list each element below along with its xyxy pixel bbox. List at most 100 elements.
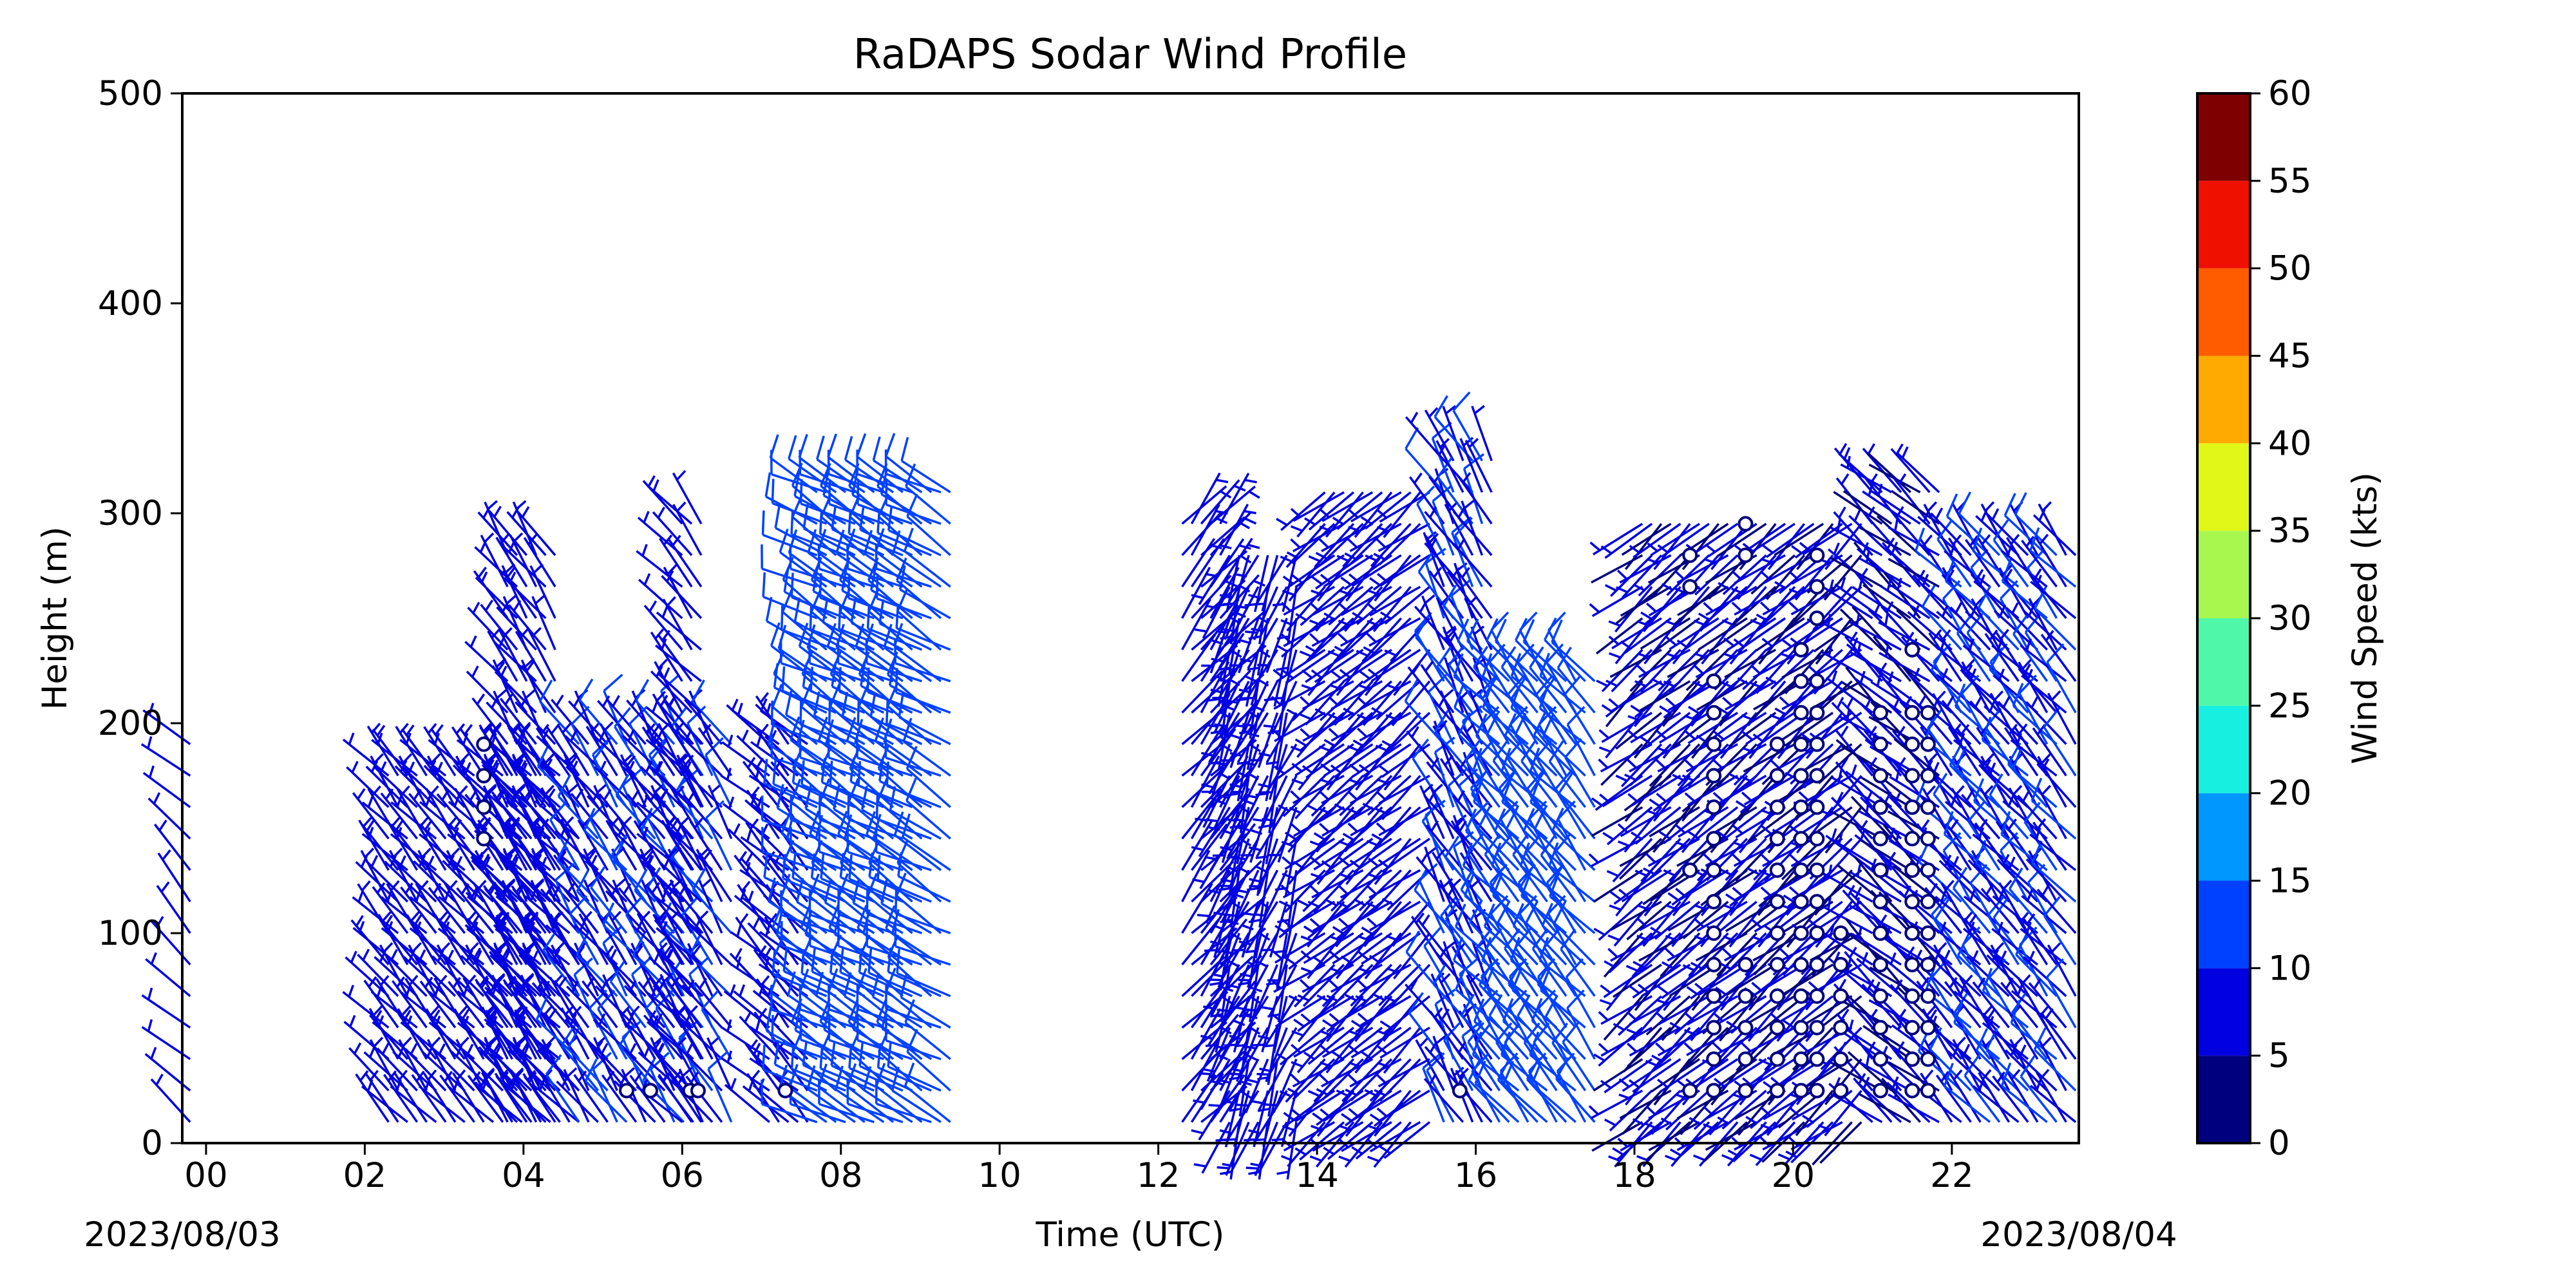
wind-barb (1830, 519, 1883, 556)
wind-barb (1766, 554, 1806, 600)
wind-barb (1704, 523, 1748, 571)
wind-barb (818, 827, 875, 871)
wind-barb (1562, 1022, 1596, 1092)
calm-marker (619, 1083, 635, 1099)
wind-barb (1750, 680, 1796, 721)
wind-barb (1537, 989, 1567, 1060)
calm-marker (1833, 1051, 1849, 1067)
wind-barb (1251, 586, 1288, 639)
x-tick-label: 06 (661, 1156, 704, 1195)
wind-barb (1264, 1058, 1298, 1113)
wind-barb (1964, 535, 2001, 588)
wind-barbs (140, 391, 2077, 1180)
wind-barb (2020, 1055, 2058, 1123)
wind-barb (1943, 1063, 1991, 1123)
wind-barb (648, 737, 676, 808)
wind-barb (1649, 806, 1700, 838)
wind-barb (1549, 873, 1596, 934)
wind-barb (372, 882, 409, 934)
wind-barb (1717, 522, 1767, 557)
wind-barb (1240, 933, 1279, 984)
wind-barb (1723, 617, 1777, 651)
wind-barb (782, 947, 837, 998)
wind-barb (1338, 617, 1392, 647)
wind-barb (1695, 932, 1748, 961)
calm-marker (1452, 1083, 1468, 1099)
wind-barb (828, 1015, 884, 1061)
wind-barb (1311, 649, 1364, 683)
wind-barb (1276, 491, 1326, 531)
wind-barb (1853, 1073, 1893, 1123)
wind-barb (647, 479, 693, 525)
wind-barb (1941, 695, 1982, 745)
wind-barb (1627, 1027, 1672, 1068)
wind-barb (898, 565, 951, 620)
wind-barb (1984, 762, 2029, 808)
wind-barb (828, 479, 884, 525)
calm-marker (690, 1083, 706, 1099)
wind-barb (2022, 604, 2067, 651)
wind-barb (1694, 900, 1748, 932)
wind-barb (457, 1016, 504, 1060)
wind-barb (887, 506, 942, 556)
wind-barb (357, 949, 399, 998)
wind-barb (1423, 1073, 1464, 1123)
wind-barb (1290, 491, 1336, 538)
wind-barb (1221, 1058, 1260, 1111)
wind-barb (1480, 989, 1510, 1060)
calm-marker (1872, 925, 1888, 941)
wind-barb (1588, 837, 1643, 867)
wind-barb (1891, 1041, 1931, 1092)
wind-barb (846, 827, 904, 871)
x-tick-label: 14 (1295, 1156, 1338, 1195)
wind-barb (1358, 932, 1403, 980)
wind-barb (1236, 1058, 1269, 1113)
calm-marker (777, 1083, 793, 1099)
wind-barb (827, 450, 884, 494)
wind-barb (2040, 1008, 2077, 1060)
wind-barb (563, 1067, 590, 1123)
wind-barb (655, 890, 702, 934)
wind-barb (1291, 1090, 1345, 1122)
wind-barb (2017, 790, 2058, 840)
colorbar-tick-label: 0 (2268, 1124, 2290, 1163)
wind-barb (2000, 978, 2039, 1028)
wind-barb (1348, 554, 1402, 587)
wind-barb (1891, 506, 1931, 556)
wind-barb (527, 627, 556, 682)
wind-barb (513, 981, 556, 1028)
wind-barb (521, 689, 547, 745)
wind-barb (638, 1045, 683, 1092)
wind-barb (1416, 914, 1455, 965)
wind-barb (1879, 644, 1931, 683)
wind-barb (1209, 964, 1231, 1023)
wind-barb (656, 605, 703, 651)
wind-barb (408, 788, 447, 840)
wind-barb (506, 722, 538, 777)
calm-marker (1769, 736, 1785, 752)
wind-barb (1622, 1090, 1663, 1135)
colorbar-tick-label: 5 (2268, 1036, 2290, 1075)
wind-barb (1714, 1058, 1767, 1092)
wind-barb (829, 761, 884, 809)
calm-marker (1904, 925, 1920, 941)
calm-marker (1809, 611, 1825, 626)
calm-marker (1809, 862, 1825, 878)
wind-barb (1219, 538, 1260, 588)
calm-marker (1833, 1083, 1849, 1099)
wind-barb (1632, 1090, 1681, 1132)
wind-barb (670, 785, 703, 840)
wind-barb (1637, 963, 1691, 998)
wind-barb (2036, 758, 2077, 808)
wind-barb (2013, 1044, 2058, 1092)
wind-barb (1845, 667, 1883, 714)
wind-barb (1687, 806, 1739, 844)
wind-barb (1349, 837, 1402, 873)
wind-barb (1731, 585, 1786, 616)
wind-barb (1271, 712, 1326, 743)
wind-barb (1677, 585, 1729, 616)
wind-barb (1553, 901, 1596, 966)
x-axis: 00 02 04 06 08 10 12 14 16 18 20 22 (184, 1143, 1974, 1195)
wind-barb (1890, 443, 1931, 493)
calm-marker (1809, 579, 1825, 595)
